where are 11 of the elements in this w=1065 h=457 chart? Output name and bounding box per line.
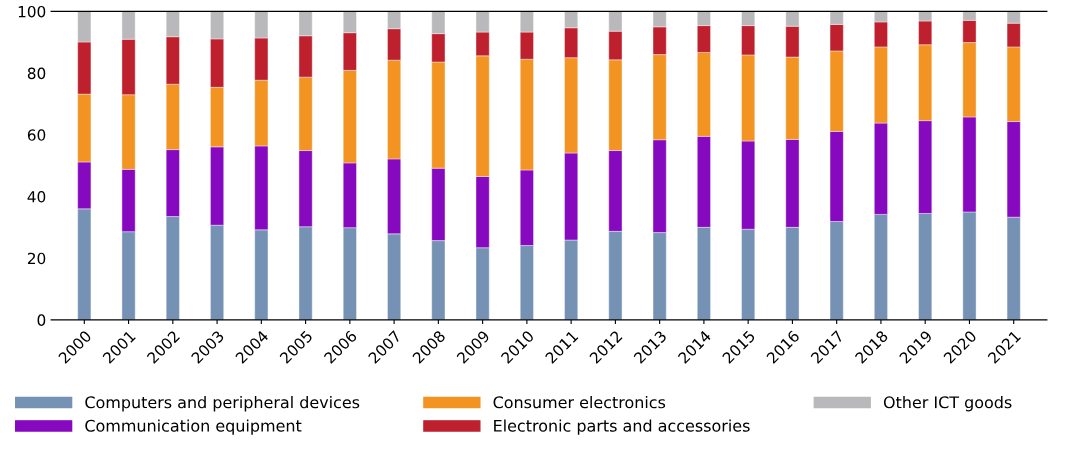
- legend-label: Other ICT goods: [883, 395, 1012, 412]
- legend-label: Communication equipment: [85, 419, 302, 435]
- y-tick-label: 100: [18, 5, 46, 18]
- y-tick-label: 40: [27, 190, 46, 203]
- legend-label: Electronic parts and accessories: [494, 419, 750, 435]
- y-tick-label: 60: [27, 129, 46, 141]
- y-tick-label: 0: [37, 314, 46, 326]
- legend-label: Consumer electronics: [493, 395, 666, 409]
- y-tick-label: 20: [27, 252, 46, 265]
- legend-label: Computers and peripheral devices: [85, 395, 360, 412]
- y-tick-label: 80: [27, 67, 46, 80]
